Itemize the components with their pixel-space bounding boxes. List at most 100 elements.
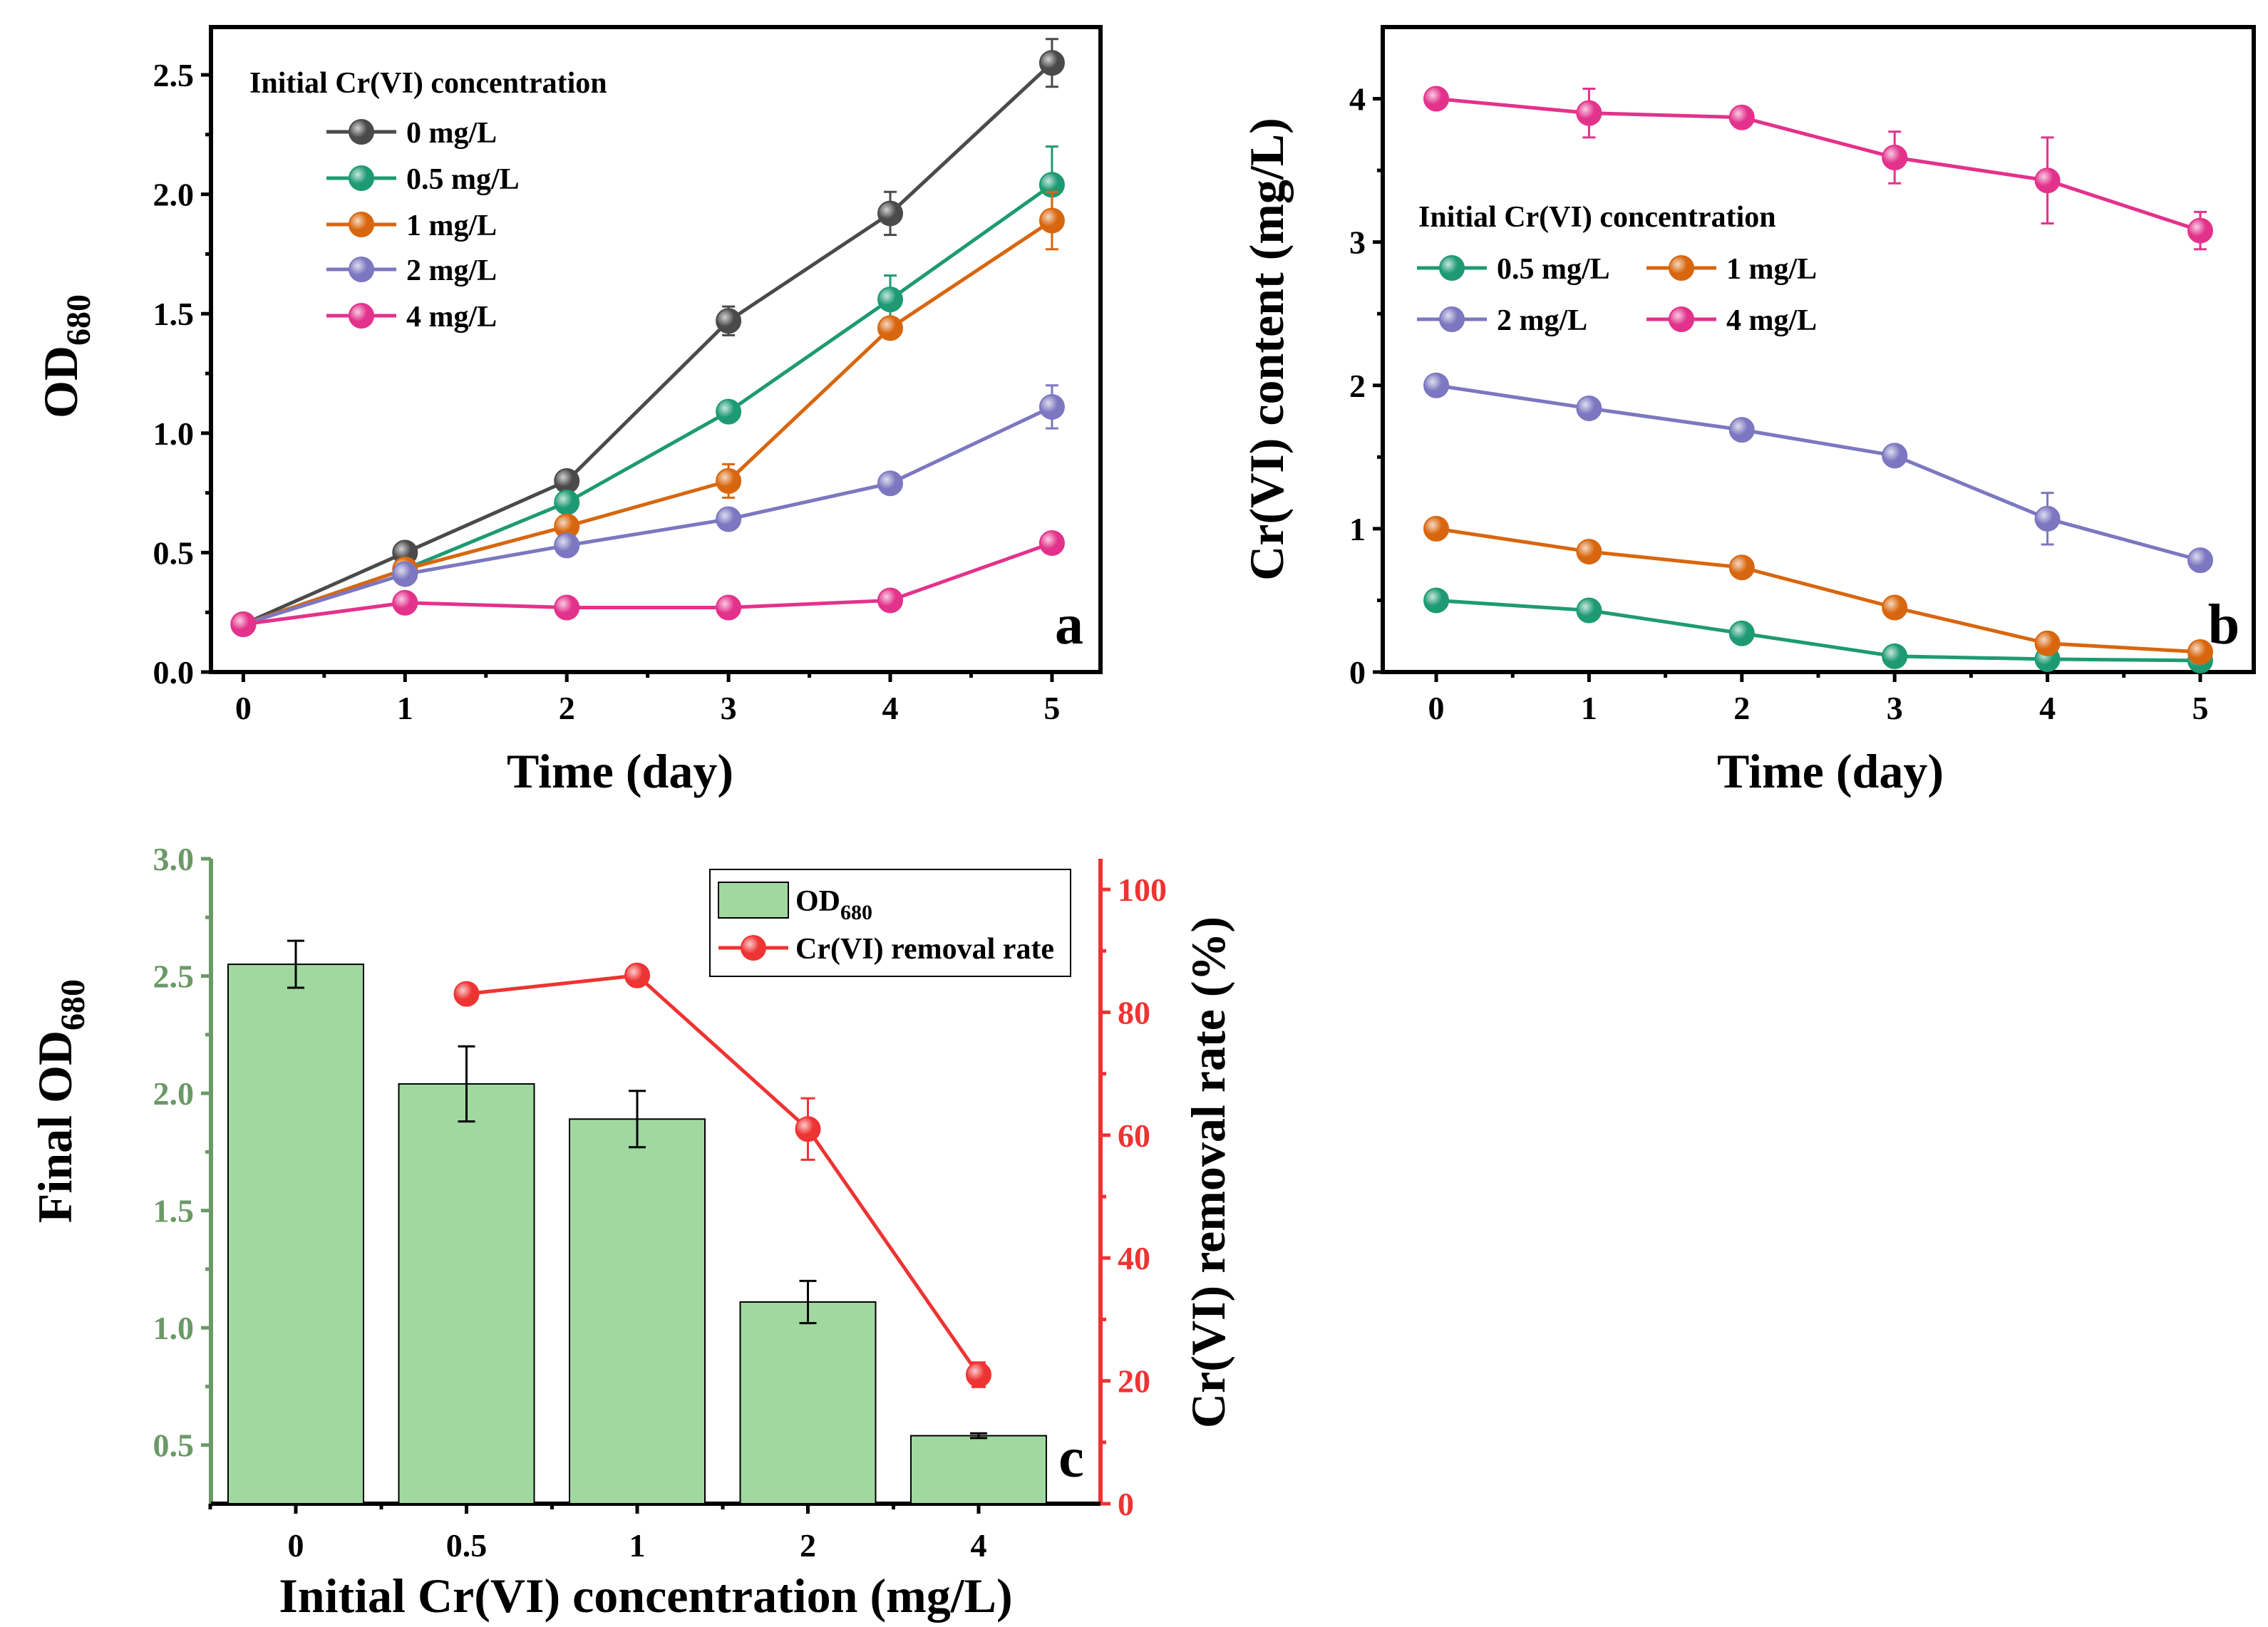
panel-c-y2-tick-label: 40 [1118, 1240, 1150, 1276]
panel-a-y-tick-label: 0.5 [153, 534, 195, 571]
panel-c-y2-tick-label: 60 [1118, 1117, 1150, 1154]
panel-a-frame [209, 25, 1103, 674]
panel-b-data-point [2034, 167, 2061, 194]
panel-a-data-point [1038, 530, 1065, 556]
panel-c-legend-od-label: OD680 [795, 885, 872, 924]
panel-a-data-point [1038, 50, 1065, 76]
panel-c-bars [227, 939, 1047, 1505]
panel-b-data-point [1882, 443, 1908, 469]
panel-a-x-tick-label: 1 [397, 690, 413, 726]
panel-b-legend-label: 0.5 mg/L [1497, 253, 1610, 286]
panel-b-data-point [1576, 100, 1602, 126]
panel-c-removal-point [966, 1362, 991, 1388]
panel-a-y-tick-label: 1.0 [153, 415, 195, 452]
panel-b-x-tick-label: 2 [1733, 690, 1750, 726]
panel-b-x-tick-label: 1 [1581, 690, 1597, 726]
panel-a-data-point [1038, 393, 1065, 420]
panel-b-y-label: Cr(VI) content (mg/L) [1239, 118, 1294, 581]
panel-a-legend-label: 4 mg/L [406, 301, 497, 334]
panel-b-data-point [1728, 417, 1755, 443]
panel-b-y-tick-label: 2 [1349, 368, 1366, 404]
panel-c-bar [569, 1118, 706, 1504]
panel-c-legend-removal-label: Cr(VI) removal rate [795, 933, 1054, 966]
panel-b-x-tick-label: 0 [1428, 690, 1445, 726]
panel-c-removal-point [624, 962, 650, 988]
panel-a-legend-marker [349, 303, 374, 329]
panel-b-legend: 0.5 mg/L 1 mg/L 2 mg/L 4 mg/L [1417, 253, 1817, 337]
panel-c-y-tick-label: 3.0 [153, 841, 195, 877]
panel-a-series-line [242, 61, 1053, 626]
panel-c-y2-label: Cr(VI) removal rate (%) [1181, 916, 1235, 1428]
panel-b-frame [1381, 25, 2256, 674]
panel-a-data-point [392, 589, 418, 616]
panel-c-legend-od-sub: 680 [840, 901, 872, 924]
panel-b-data-point [1576, 395, 1602, 421]
panel-a-legend-marker [349, 165, 374, 191]
panel-a-data-point [877, 200, 904, 227]
panel-b-ticks: 0 1 2 3 4 0 1 2 3 4 5 [1349, 81, 2208, 726]
panel-c-legend-bar-swatch [718, 882, 789, 919]
panel-b-y-tick-label: 4 [1349, 81, 1366, 118]
panel-c-x-tick-label: 0 [288, 1527, 304, 1564]
panel-a-data-point [392, 561, 418, 587]
panel-c-y2-tick-label: 100 [1118, 872, 1167, 908]
panel-a: 0.0 0.5 1.0 1.5 2.0 2.5 0 1 2 3 4 5 Time (day) OD68… [33, 25, 1103, 798]
panel-a-series-line [242, 405, 1053, 626]
panel-b-legend-marker [1439, 306, 1465, 332]
panel-b-data-point [1882, 643, 1908, 669]
panel-a-data-point [716, 594, 742, 621]
panel-a-legend-marker [349, 257, 374, 282]
panel-a-letter: a [1055, 594, 1083, 656]
panel-c-x-tick-label: 4 [971, 1527, 987, 1564]
panel-a-y-label-main: OD [33, 346, 88, 418]
panel-b-data-point [2034, 630, 2061, 656]
panel-c-x-tick-label: 0.5 [446, 1527, 488, 1564]
panel-b-series-line [1435, 527, 2201, 654]
panel-a-series [230, 38, 1065, 637]
panel-b-x-tick-label: 4 [2039, 690, 2056, 726]
panel-b-series-line [1435, 598, 2200, 663]
panel-b-data-point [1423, 86, 1450, 112]
panel-c-legend-dot-swatch [741, 935, 766, 961]
panel-b-legend-marker [1669, 306, 1694, 332]
panel-c-letter: c [1058, 1427, 1084, 1489]
panel-c-bar [227, 964, 364, 1505]
panel-c-legend: OD680 Cr(VI) removal rate [709, 869, 1071, 977]
panel-a-legend-label: 0.5 mg/L [406, 163, 520, 196]
panel-c-bar [398, 1083, 535, 1504]
panel-b-data-point [1728, 554, 1755, 581]
panel-a-data-point [554, 490, 580, 516]
panel-c-x-label: Initial Cr(VI) concentration (mg/L) [279, 1569, 1012, 1623]
panel-b-data-point [1576, 539, 1602, 565]
panel-c-y2-tick-label: 0 [1118, 1486, 1134, 1522]
panel-a-data-point [230, 611, 257, 637]
panel-a-data-point [877, 587, 904, 614]
panel-c-y2-tick-label: 20 [1118, 1363, 1150, 1400]
panel-c-y2-tick-label: 80 [1118, 994, 1150, 1031]
panel-c-legend-od-main: OD [795, 885, 840, 918]
panel-a-x-tick-label: 0 [235, 690, 252, 726]
panel-b-legend-label: 4 mg/L [1726, 304, 1817, 337]
panel-c-y-label: Final OD680 [28, 979, 92, 1223]
panel-c-y-tick-label: 1.5 [153, 1193, 195, 1229]
panel-b-data-point [1423, 515, 1450, 542]
panel-b-letter: b [2208, 594, 2240, 656]
panel-a-legend-label: 1 mg/L [406, 210, 497, 242]
panel-b-data-point [2187, 217, 2213, 244]
panel-a-legend-label: 2 mg/L [406, 254, 497, 287]
panel-b-data-point [2187, 639, 2213, 665]
panel-c-x-tick-label: 2 [800, 1527, 816, 1564]
panel-c-x-tick-label: 1 [629, 1527, 646, 1564]
panel-a-data-point [1038, 207, 1065, 234]
panel-c-removal-series [453, 962, 991, 1388]
panel-c-y-tick-label: 2.5 [153, 959, 195, 995]
panel-c-y-label-sub: 680 [54, 979, 92, 1031]
panel-a-series-line [243, 541, 1053, 626]
panel-a-y-tick-label: 0.0 [153, 654, 195, 691]
panel-b-data-point [2187, 547, 2213, 574]
panel-a-data-point [554, 532, 580, 559]
panel-b: 0 1 2 3 4 0 1 2 3 4 5 Time (day) Cr(VI) content (m… [1239, 25, 2256, 798]
panel-a-y-tick-label: 2.5 [153, 57, 195, 93]
panel-b-series-line [1435, 97, 2201, 232]
panel-a-data-point [716, 468, 742, 494]
